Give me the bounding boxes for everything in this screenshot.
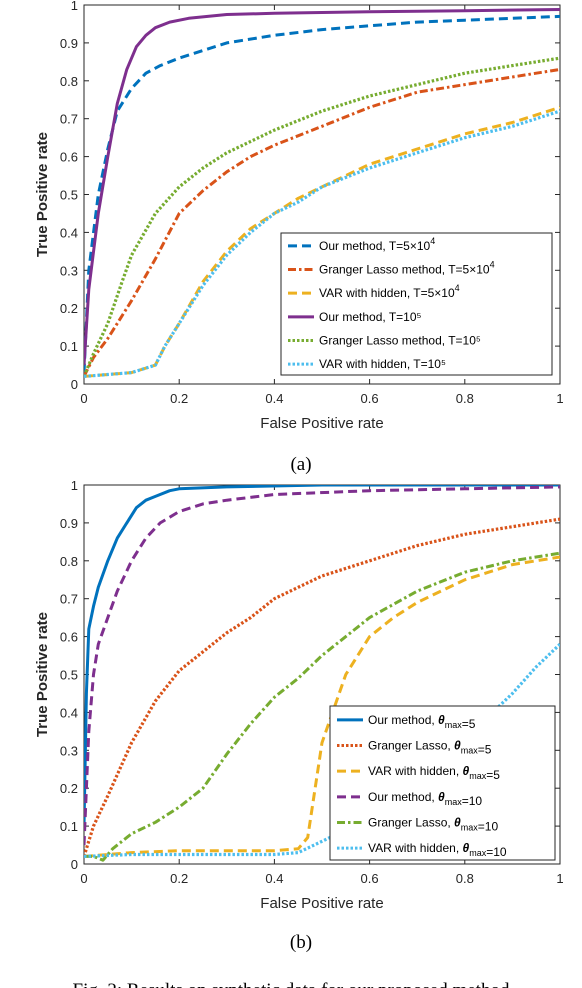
y-tick-label: 0.9	[60, 516, 78, 531]
legend-label: VAR with hidden, T=5×104	[319, 283, 460, 300]
x-tick-label: 0.4	[265, 391, 283, 406]
y-tick-label: 0.8	[60, 74, 78, 89]
y-tick-label: 0.1	[60, 339, 78, 354]
series-line	[84, 14, 560, 373]
series-line	[84, 8, 560, 366]
x-tick-label: 0.6	[361, 391, 379, 406]
legend-label: Granger Lasso, θmax=5	[368, 739, 492, 757]
x-tick-label: 0.4	[265, 871, 283, 886]
series-line	[84, 109, 560, 378]
legend-label: Our method, θmax=5	[368, 713, 476, 731]
legend-label: Our method, T=5×104	[319, 236, 435, 253]
y-tick-label: 0.3	[60, 743, 78, 758]
legend-label: VAR with hidden, θmax=5	[368, 764, 500, 782]
series-line	[84, 551, 560, 862]
x-tick-label: 1	[556, 871, 563, 886]
figure-caption: Fig. 2: Results on synthetic data for ou…	[73, 980, 510, 988]
x-tick-label: 0	[80, 391, 87, 406]
x-tick-label: 0.8	[456, 391, 474, 406]
x-axis-label: False Positive rate	[260, 415, 383, 432]
x-tick-label: 1	[556, 391, 563, 406]
y-tick-label: 0.4	[60, 705, 78, 720]
x-tick-label: 0.2	[170, 391, 188, 406]
series-line	[84, 485, 560, 846]
y-tick-label: 0.1	[60, 819, 78, 834]
legend-box	[280, 232, 553, 376]
legend-box	[329, 705, 556, 861]
y-tick-label: 0.5	[60, 188, 78, 203]
legend-label: Our method, T=10⁵	[319, 310, 422, 324]
y-tick-label: 0.2	[60, 781, 78, 796]
legend-label: Granger Lasso, θmax=10	[368, 816, 498, 834]
series-line	[84, 56, 560, 378]
series-line	[84, 517, 560, 857]
x-tick-label: 0.6	[361, 871, 379, 886]
legend-label: Granger Lasso method, T=5×104	[319, 260, 495, 277]
legend-label: VAR with hidden, T=10⁵	[319, 357, 446, 371]
y-axis-label: True Positive rate	[34, 132, 51, 257]
x-tick-label: 0.8	[456, 871, 474, 886]
series-line	[84, 485, 560, 827]
legend-label: Our method, θmax=10	[368, 790, 482, 808]
y-tick-label: 1	[71, 0, 78, 13]
panel-a-chart: 0 0.2 0.4 0.6 0.8 1 0 0.1 0.2 0.3 0.4 0.5 0.6 0.7 0.8 0…	[34, 0, 564, 432]
y-axis-label: True Positive rate	[34, 612, 51, 737]
y-tick-label: 0	[71, 377, 78, 392]
x-tick-label: 0.2	[170, 871, 188, 886]
caption-a: (a)	[290, 454, 311, 475]
caption-b: (b)	[290, 932, 312, 953]
series-line	[84, 555, 560, 858]
x-axis-label: False Positive rate	[260, 895, 383, 912]
y-tick-label: 0.6	[60, 150, 78, 165]
y-tick-label: 0.9	[60, 36, 78, 51]
y-tick-label: 0.7	[60, 592, 78, 607]
y-tick-label: 1	[71, 478, 78, 493]
y-tick-label: 0	[71, 857, 78, 872]
legend-label: Granger Lasso method, T=10⁵	[319, 334, 481, 348]
legend: Our method, T=5×104 Granger Lasso method,…	[280, 232, 553, 376]
y-tick-label: 0.6	[60, 630, 78, 645]
series-line	[84, 67, 560, 378]
y-tick-label: 0.2	[60, 301, 78, 316]
y-tick-label: 0.7	[60, 112, 78, 127]
panel-b-chart: 0 0.2 0.4 0.6 0.8 1 0 0.1 0.2 0.3 0.4 0.5 0.6 0.7 0.8 0…	[34, 478, 564, 912]
y-tick-label: 0.8	[60, 554, 78, 569]
legend: Our method, θmax=5 Granger Lasso, θmax=5 V…	[329, 705, 556, 861]
y-tick-label: 0.3	[60, 263, 78, 278]
legend-label: VAR with hidden, θmax=10	[368, 841, 507, 859]
y-tick-label: 0.4	[60, 225, 78, 240]
y-tick-label: 0.5	[60, 668, 78, 683]
x-tick-label: 0	[80, 871, 87, 886]
